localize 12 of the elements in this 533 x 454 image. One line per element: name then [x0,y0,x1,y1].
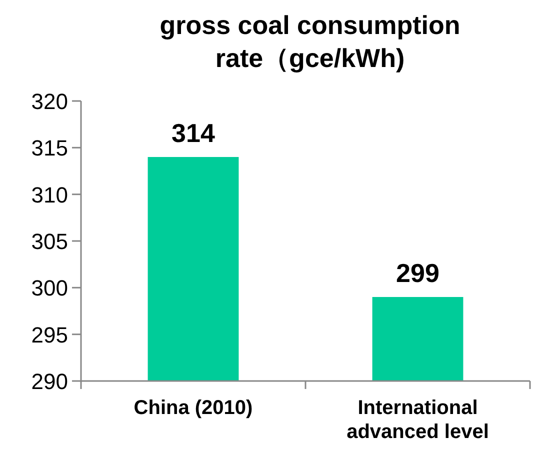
ytick: 305 [31,229,68,254]
ytick: 295 [31,322,68,348]
xtick: International advanced level [346,397,489,443]
ytick: 320 [31,89,68,114]
data-label: 314 [172,118,215,148]
ytick: 315 [31,136,68,161]
ytick: 300 [31,276,68,301]
xtick: China (2010) [134,397,253,419]
data-label: 299 [396,258,440,288]
ytick: 310 [31,182,68,208]
ytick: 290 [31,369,68,394]
title: gross coal consumption rate（gce/kWh) [160,10,460,73]
